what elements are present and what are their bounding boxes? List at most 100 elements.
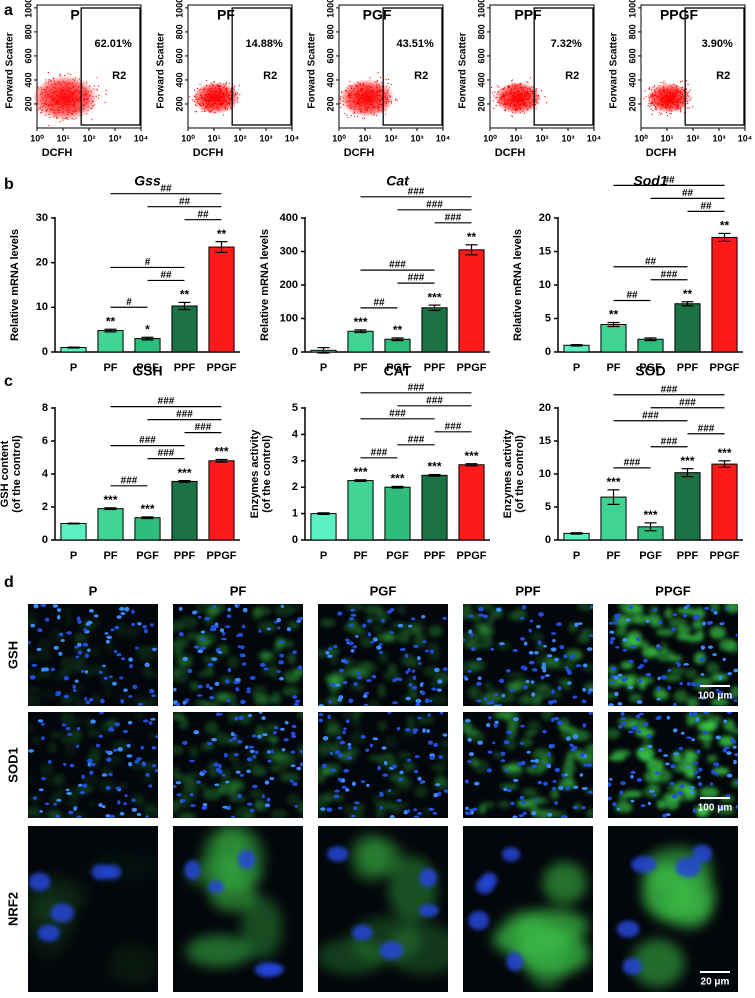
cell-body	[324, 728, 344, 737]
nucleus	[365, 748, 370, 752]
event-dot	[361, 90, 363, 92]
nucleus	[643, 658, 648, 663]
event-dot	[681, 90, 683, 93]
event-dot	[62, 102, 64, 104]
nucleus	[528, 628, 532, 633]
event-dot	[537, 102, 539, 104]
event-dot	[218, 92, 220, 94]
nucleus	[540, 675, 545, 680]
event-dot	[51, 92, 53, 94]
event-dot	[390, 100, 392, 102]
event-dot	[364, 92, 366, 94]
event-dot	[92, 105, 94, 107]
nucleus	[263, 667, 269, 671]
nucleus	[320, 807, 326, 811]
event-dot	[369, 100, 372, 102]
cell-body	[227, 712, 239, 724]
cell-body	[406, 715, 415, 724]
nucleus	[559, 644, 565, 650]
cell-body	[79, 655, 88, 665]
cell-body	[422, 805, 432, 817]
nucleus	[279, 676, 284, 681]
nucleus	[127, 720, 133, 725]
event-dot	[74, 109, 76, 111]
cell-body	[173, 670, 189, 684]
event-dot	[221, 99, 223, 102]
nucleus	[412, 730, 417, 734]
nucleus	[37, 924, 60, 942]
nucleus	[188, 759, 195, 763]
event-dot	[508, 108, 510, 110]
nucleus	[227, 805, 231, 810]
cell-body	[685, 634, 704, 643]
nucleus	[235, 770, 241, 774]
nucleus	[500, 759, 506, 763]
gate-percent: 14.88%	[246, 38, 284, 50]
event-dot	[498, 86, 500, 88]
event-dot	[665, 92, 667, 94]
event-dot	[105, 93, 107, 95]
event-dot	[521, 103, 524, 106]
event-dot	[664, 98, 666, 100]
event-dot	[226, 100, 228, 102]
event-dot	[653, 100, 655, 103]
nuclei	[326, 846, 439, 960]
event-dot	[661, 101, 663, 103]
event-dot	[48, 124, 50, 127]
nucleus	[234, 716, 239, 721]
cell-body	[215, 731, 230, 746]
event-dot	[520, 94, 522, 96]
event-dot	[497, 90, 499, 92]
event-dot	[232, 99, 234, 101]
nucleus	[257, 734, 262, 739]
event-dot	[355, 106, 357, 108]
event-dot	[682, 95, 684, 98]
event-dot	[90, 103, 92, 105]
x-tick-label: 10¹	[207, 133, 220, 143]
event-dot	[54, 97, 57, 99]
event-dot	[645, 96, 647, 98]
event-dot	[358, 97, 360, 99]
event-dot	[69, 93, 71, 95]
nucleus	[379, 941, 404, 960]
x-tick-label: PPF	[677, 550, 699, 562]
cell-body	[377, 684, 386, 698]
event-dot	[357, 93, 360, 95]
scale-bar-label: 20 μm	[701, 977, 730, 988]
nucleus	[184, 698, 190, 702]
event-dot	[671, 98, 673, 100]
nucleus	[728, 696, 734, 699]
event-dot	[362, 95, 364, 98]
nucleus	[259, 662, 266, 668]
event-dot	[376, 105, 379, 107]
event-dot	[355, 102, 357, 104]
event-dot	[219, 91, 221, 93]
event-dot	[37, 109, 39, 111]
event-dot	[350, 107, 352, 109]
event-dot	[644, 90, 646, 92]
event-dot	[83, 98, 85, 100]
event-dot	[671, 91, 673, 93]
cell-body	[52, 772, 66, 786]
event-dot	[525, 102, 527, 104]
event-dot	[365, 100, 367, 102]
nucleus	[267, 759, 272, 763]
event-dot	[374, 91, 376, 93]
nucleus	[478, 613, 484, 617]
cell-body	[535, 758, 549, 771]
nucleus	[468, 752, 475, 757]
cell-body	[231, 761, 246, 774]
event-dot	[677, 91, 679, 93]
nucleus	[713, 610, 718, 615]
nucleus	[66, 631, 72, 635]
nucleus	[630, 645, 636, 649]
nucleus	[353, 806, 358, 811]
event-dot	[47, 93, 49, 96]
nucleus	[330, 768, 337, 772]
event-dot	[525, 98, 527, 100]
event-dot	[51, 97, 53, 99]
event-dot	[497, 100, 499, 102]
nucleus	[387, 789, 392, 793]
x-tick-label: PPF	[677, 362, 699, 374]
event-dot	[504, 102, 506, 104]
